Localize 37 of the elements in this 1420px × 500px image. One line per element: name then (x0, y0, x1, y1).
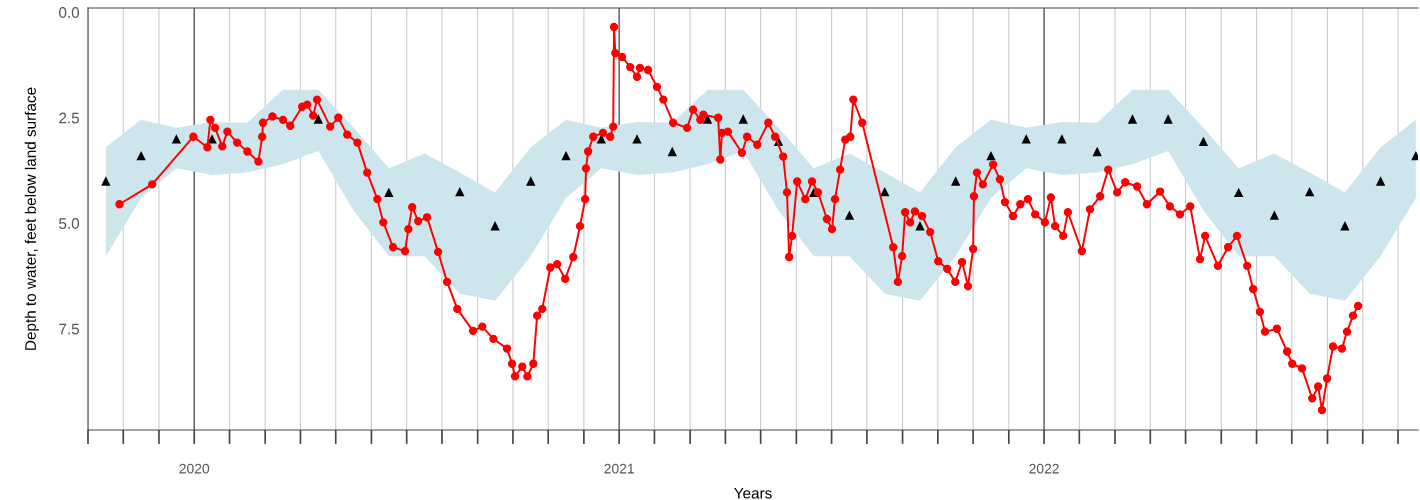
y-tick-label: 2.5 (59, 112, 80, 124)
point (455, 186, 465, 197)
x-tick-label: 2022 (1029, 463, 1059, 474)
point (171, 134, 182, 144)
point (1269, 210, 1280, 220)
y-axis-title: Depth to water, feet below land surface (24, 87, 39, 350)
point (632, 134, 642, 144)
point (101, 176, 111, 186)
point (1375, 176, 1386, 186)
point (561, 151, 571, 161)
point (986, 151, 996, 161)
y-tick-label: 5.0 (59, 218, 80, 229)
y-tick-label: 7.5 (59, 323, 80, 335)
point (313, 114, 323, 124)
point (1304, 186, 1315, 197)
point (951, 176, 961, 186)
y-tick-label: 0.0 (59, 7, 80, 18)
point (1127, 114, 1138, 124)
point (702, 114, 713, 124)
point (1163, 114, 1173, 124)
point (490, 221, 500, 231)
point (384, 187, 394, 198)
point (667, 146, 677, 157)
x-axis-title: Years (734, 487, 772, 499)
point (526, 176, 536, 186)
point (1340, 221, 1350, 231)
point (738, 114, 748, 124)
point (915, 221, 925, 231)
point (1198, 136, 1209, 147)
point (1057, 134, 1067, 144)
x-tick-label: 2020 (179, 463, 210, 474)
point (880, 186, 890, 197)
point (1234, 187, 1244, 198)
point (844, 210, 855, 220)
point (1092, 146, 1102, 157)
x-tick-label: 2021 (604, 463, 634, 474)
point (136, 151, 146, 161)
